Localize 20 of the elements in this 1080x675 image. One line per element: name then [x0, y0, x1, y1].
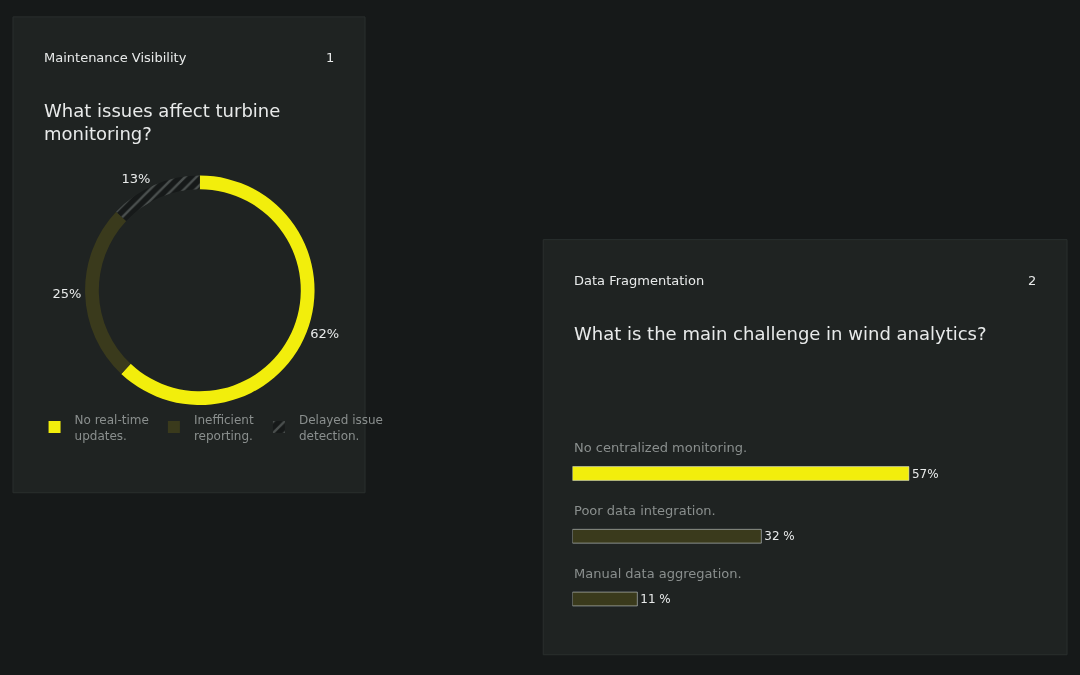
- donut-slice: [85, 211, 131, 374]
- legend-label: Delayed issue detection.: [298, 412, 383, 443]
- y-tick-label: No centralized monitoring.: [574, 440, 748, 455]
- donut-slice: [116, 175, 200, 222]
- legend-label: No real-time updates.: [74, 412, 149, 443]
- chart-title: What is the main challenge in wind analytics?: [574, 323, 987, 344]
- text: 1: [326, 50, 335, 65]
- y-tick-label: Poor data integration.: [574, 503, 716, 518]
- text: 2: [1028, 273, 1037, 288]
- chart-subtitle: Maintenance Visibility: [44, 50, 187, 65]
- data-label: 57%: [911, 466, 939, 481]
- y-tick-label: Manual data aggregation.: [574, 566, 742, 581]
- data-label: 11 %: [640, 592, 671, 607]
- data-label: 13%: [121, 171, 151, 187]
- chart-title: What issues affect turbine monitoring?: [44, 100, 281, 145]
- data-label: 62%: [310, 326, 340, 342]
- data-label: 25%: [52, 286, 82, 302]
- legend-label: Inefficient reporting.: [193, 412, 254, 443]
- chart-subtitle: Data Fragmentation: [574, 273, 705, 288]
- data-label: 32 %: [764, 529, 795, 544]
